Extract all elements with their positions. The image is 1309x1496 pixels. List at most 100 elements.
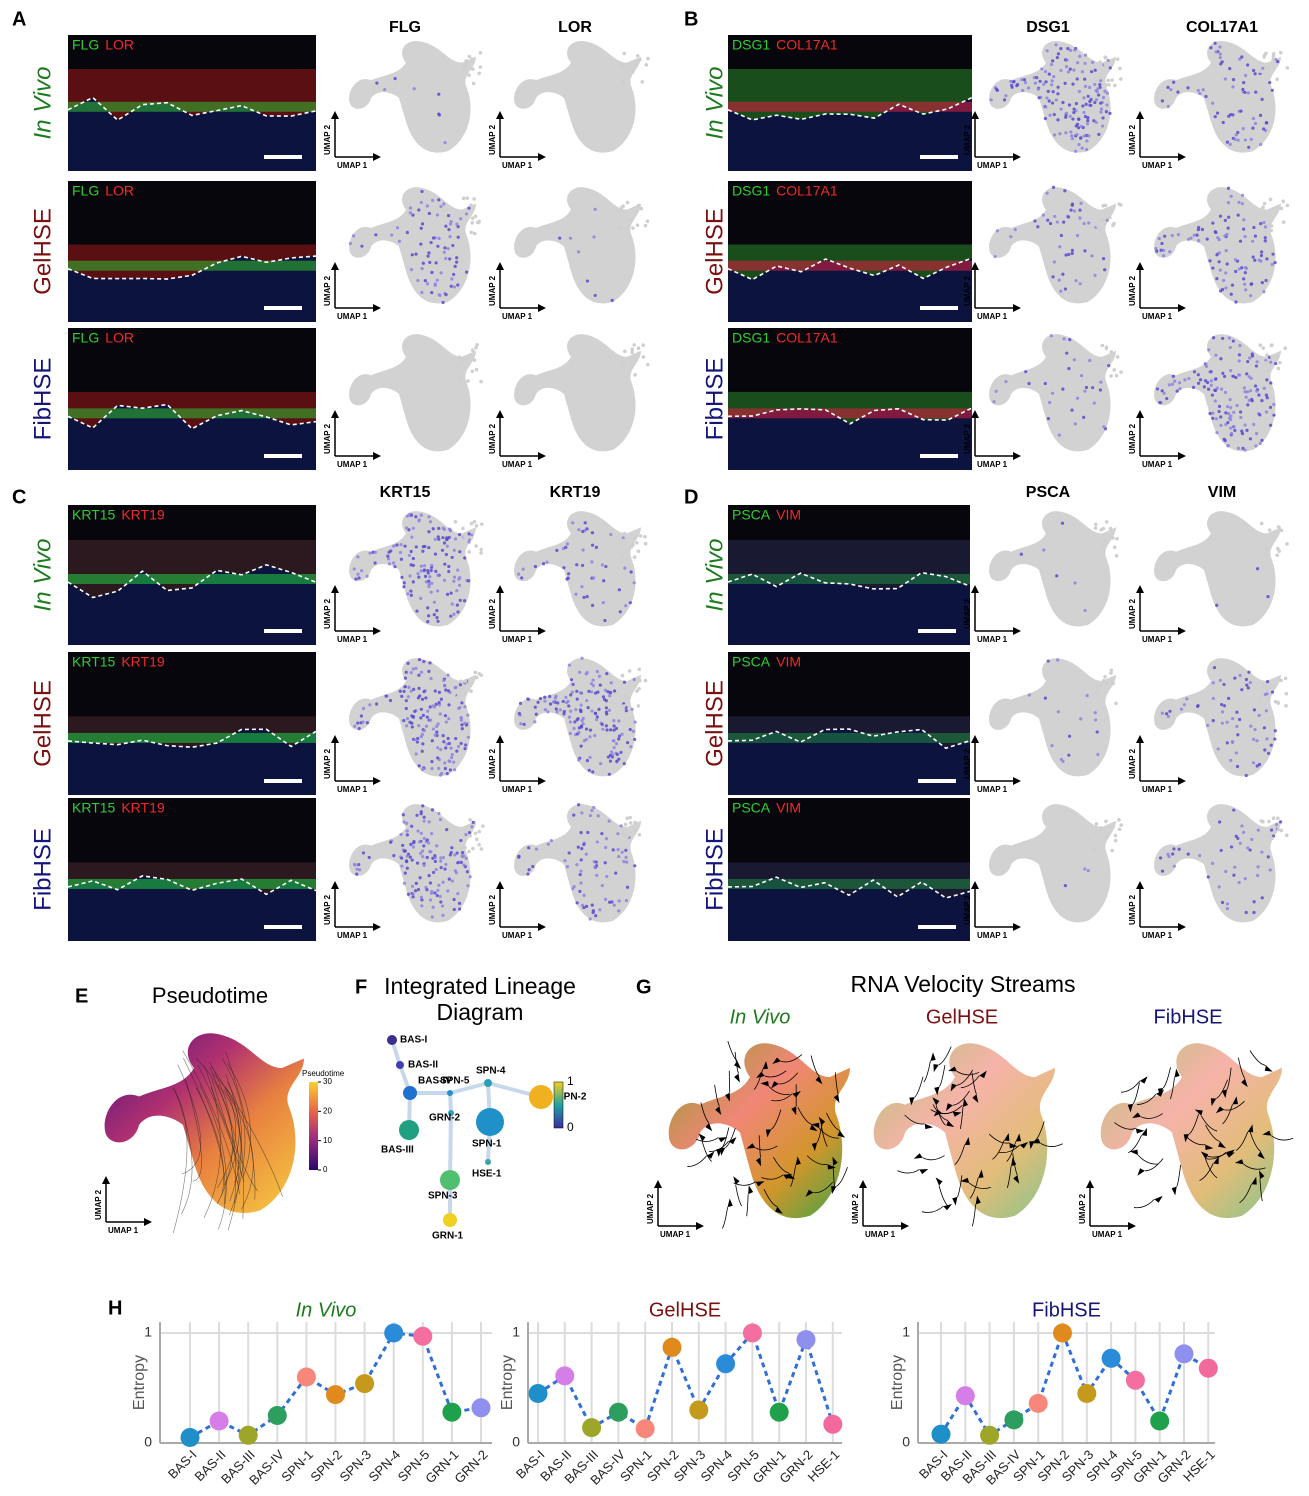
umap-cell — [633, 738, 636, 741]
umap-y-label: UMAP 2 — [1128, 748, 1137, 779]
umap-cell — [362, 707, 365, 710]
umap-cell — [431, 704, 434, 707]
umap-cell — [1225, 249, 1228, 252]
umap-cell — [1196, 234, 1199, 237]
umap-outlier — [471, 847, 475, 851]
umap-cell — [1072, 69, 1075, 72]
umap-cell — [1071, 83, 1074, 86]
umap-cell — [406, 833, 409, 836]
umap-y-label: UMAP 2 — [646, 1193, 655, 1224]
umap-cell — [1089, 104, 1092, 107]
umap-cell — [1209, 46, 1212, 49]
umap-outlier — [1108, 216, 1112, 220]
umap-cell — [603, 619, 606, 622]
entropy-point — [716, 1354, 735, 1373]
umap-cell — [1102, 425, 1105, 428]
umap-outlier — [1272, 534, 1276, 538]
lineage-node — [484, 1079, 492, 1087]
umap-cell — [1034, 82, 1037, 85]
entropy-point — [582, 1418, 601, 1437]
umap-outlier — [1094, 526, 1098, 530]
umap-x-label: UMAP 1 — [337, 785, 368, 794]
umap-cell — [1272, 403, 1275, 406]
umap-cell — [1252, 738, 1255, 741]
umap-cell — [1227, 216, 1230, 219]
umap-outlier — [1286, 66, 1290, 70]
umap-cell — [1226, 405, 1229, 408]
umap-cell — [576, 697, 579, 700]
arrow-head — [1136, 735, 1144, 743]
umap-outlier — [632, 343, 636, 347]
umap-cell — [411, 253, 414, 256]
umap-cell — [1229, 143, 1232, 146]
umap-cell — [1253, 708, 1256, 711]
umap-cell — [1266, 595, 1269, 598]
umap-outlier — [468, 682, 472, 686]
umap-cell — [1099, 102, 1102, 105]
velocity-stream — [747, 1194, 749, 1216]
umap-cell — [1172, 81, 1175, 84]
umap-cell — [1217, 747, 1220, 750]
umap-cell — [1252, 761, 1255, 764]
umap-outlier — [474, 831, 478, 835]
umap-cell — [412, 667, 415, 670]
umap-cell — [443, 251, 446, 254]
umap-y-label: UMAP 2 — [488, 124, 497, 155]
umap-cell — [520, 576, 523, 579]
umap-cell — [595, 546, 598, 549]
umap-cell — [1108, 112, 1111, 115]
entropy-point — [1029, 1394, 1048, 1413]
umap-outlier — [466, 379, 470, 383]
umap-y-label: UMAP 2 — [963, 598, 972, 629]
umap-outlier — [1109, 374, 1113, 378]
lineage-node-label: GRN-1 — [432, 1231, 464, 1242]
umap-cell — [1255, 364, 1258, 367]
umap-outlier — [1103, 675, 1107, 679]
umap-outlier — [459, 679, 463, 683]
umap-outlier — [470, 536, 474, 540]
umap-cell — [394, 77, 397, 80]
umap-outlier — [635, 541, 639, 545]
umap-y-label: UMAP 2 — [963, 423, 972, 454]
umap-cell — [630, 570, 633, 573]
velocity-arrow — [930, 1052, 935, 1061]
umap-cell — [405, 707, 408, 710]
umap-cell — [1220, 849, 1223, 852]
umap-cell — [469, 875, 472, 878]
umap-cell — [623, 567, 626, 570]
umap-y-label: UMAP 2 — [323, 275, 332, 306]
umap-cell — [445, 538, 448, 541]
umap-outlier — [469, 689, 473, 693]
condition-label: GelHSE — [29, 680, 56, 767]
umap-plot — [514, 511, 647, 626]
umap-cell — [1243, 283, 1246, 286]
umap-outlier — [467, 73, 471, 77]
velocity-stream — [1163, 1067, 1170, 1088]
umap-cell — [450, 285, 453, 288]
umap-cell — [592, 235, 595, 238]
umap-cell — [434, 538, 437, 541]
umap-cell — [616, 753, 619, 756]
umap-cell — [613, 689, 616, 692]
umap-x-label: UMAP 1 — [1092, 1230, 1123, 1239]
umap-cell — [629, 601, 632, 604]
umap-outlier — [1277, 549, 1281, 553]
umap-cell — [1056, 658, 1059, 661]
umap-cell — [1155, 250, 1158, 253]
umap-cell — [457, 236, 460, 239]
lineage-node-label: HSE-1 — [472, 1169, 502, 1180]
lineage-node — [447, 1090, 453, 1096]
panel-letter: H — [108, 1297, 122, 1319]
umap-cell — [1168, 710, 1171, 713]
umap-cell — [1264, 236, 1267, 239]
umap-cell — [1224, 77, 1227, 80]
umap-outlier — [1267, 834, 1271, 838]
umap-cell — [1192, 386, 1195, 389]
umap-cell — [618, 734, 621, 737]
umap-cell — [453, 898, 456, 901]
velocity-stream — [1134, 1199, 1154, 1207]
velocity-stream — [696, 1138, 718, 1142]
umap-cell — [1086, 122, 1089, 125]
umap-cell — [1262, 127, 1265, 130]
umap-cell — [1215, 253, 1218, 256]
